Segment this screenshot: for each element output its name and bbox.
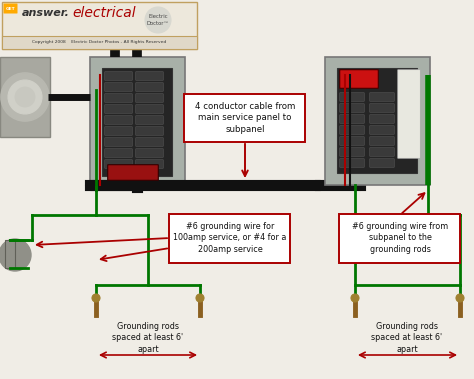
FancyBboxPatch shape xyxy=(2,36,197,49)
FancyBboxPatch shape xyxy=(136,138,164,146)
FancyBboxPatch shape xyxy=(136,160,164,168)
FancyBboxPatch shape xyxy=(3,3,18,14)
FancyBboxPatch shape xyxy=(184,94,306,142)
Text: #6 grounding wire for
100amp service, or #4 for a
200amp service: #6 grounding wire for 100amp service, or… xyxy=(173,222,287,254)
Circle shape xyxy=(145,7,171,33)
FancyBboxPatch shape xyxy=(370,93,394,101)
FancyBboxPatch shape xyxy=(370,148,394,156)
FancyBboxPatch shape xyxy=(340,104,365,112)
Circle shape xyxy=(196,294,204,302)
FancyBboxPatch shape xyxy=(2,2,197,49)
Circle shape xyxy=(1,73,49,121)
FancyBboxPatch shape xyxy=(340,159,365,167)
FancyBboxPatch shape xyxy=(108,165,158,180)
Text: Grounding rods
spaced at least 6'
apart: Grounding rods spaced at least 6' apart xyxy=(112,322,183,354)
Circle shape xyxy=(15,87,35,107)
FancyBboxPatch shape xyxy=(340,70,378,88)
FancyBboxPatch shape xyxy=(340,137,365,145)
FancyBboxPatch shape xyxy=(340,148,365,156)
FancyBboxPatch shape xyxy=(340,126,365,134)
FancyBboxPatch shape xyxy=(136,127,164,135)
FancyBboxPatch shape xyxy=(90,57,185,187)
FancyBboxPatch shape xyxy=(105,116,132,124)
FancyBboxPatch shape xyxy=(370,126,394,134)
FancyBboxPatch shape xyxy=(370,137,394,145)
Circle shape xyxy=(92,294,100,302)
Text: Grounding rods
spaced at least 6'
apart: Grounding rods spaced at least 6' apart xyxy=(372,322,443,354)
FancyBboxPatch shape xyxy=(105,149,132,157)
FancyBboxPatch shape xyxy=(105,72,132,80)
FancyBboxPatch shape xyxy=(340,93,365,101)
Text: 4 conductor cable from
main service panel to
subpanel: 4 conductor cable from main service pane… xyxy=(195,102,295,134)
FancyBboxPatch shape xyxy=(105,127,132,135)
FancyBboxPatch shape xyxy=(136,149,164,157)
FancyBboxPatch shape xyxy=(136,72,164,80)
Text: Electric
Doctor™: Electric Doctor™ xyxy=(146,14,169,26)
FancyBboxPatch shape xyxy=(105,160,132,168)
Text: GET: GET xyxy=(6,6,15,11)
Circle shape xyxy=(0,239,31,271)
FancyBboxPatch shape xyxy=(136,83,164,91)
Text: answer.: answer. xyxy=(22,8,70,18)
FancyBboxPatch shape xyxy=(136,94,164,102)
FancyBboxPatch shape xyxy=(105,138,132,146)
FancyBboxPatch shape xyxy=(5,240,15,268)
FancyBboxPatch shape xyxy=(136,105,164,113)
Text: electrical: electrical xyxy=(72,6,136,20)
FancyBboxPatch shape xyxy=(136,116,164,124)
FancyBboxPatch shape xyxy=(398,70,420,158)
FancyBboxPatch shape xyxy=(339,213,461,263)
Circle shape xyxy=(351,294,359,302)
Text: Copyright 2008    Electric Doctor Photos - All Rights Reserved: Copyright 2008 Electric Doctor Photos - … xyxy=(32,41,166,44)
FancyBboxPatch shape xyxy=(105,94,132,102)
FancyBboxPatch shape xyxy=(370,104,394,112)
FancyBboxPatch shape xyxy=(337,68,417,173)
FancyBboxPatch shape xyxy=(0,57,50,137)
FancyBboxPatch shape xyxy=(102,68,172,176)
FancyBboxPatch shape xyxy=(325,57,430,185)
FancyBboxPatch shape xyxy=(105,105,132,113)
Text: #6 grounding wire from
subpanel to the
grounding rods: #6 grounding wire from subpanel to the g… xyxy=(352,222,448,254)
FancyBboxPatch shape xyxy=(370,115,394,123)
Circle shape xyxy=(456,294,464,302)
Circle shape xyxy=(8,80,42,114)
FancyBboxPatch shape xyxy=(370,159,394,167)
FancyBboxPatch shape xyxy=(105,83,132,91)
FancyBboxPatch shape xyxy=(340,115,365,123)
FancyBboxPatch shape xyxy=(170,213,291,263)
